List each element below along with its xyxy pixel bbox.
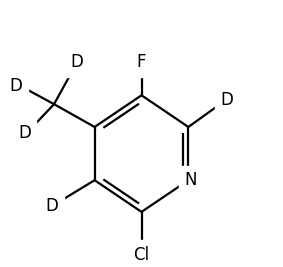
Text: D: D — [10, 77, 22, 95]
Text: F: F — [137, 53, 146, 71]
Text: D: D — [221, 91, 233, 109]
Text: D: D — [70, 53, 83, 71]
Text: Cl: Cl — [134, 246, 149, 264]
Text: D: D — [46, 197, 59, 215]
Text: N: N — [185, 171, 197, 189]
Text: D: D — [18, 124, 31, 142]
